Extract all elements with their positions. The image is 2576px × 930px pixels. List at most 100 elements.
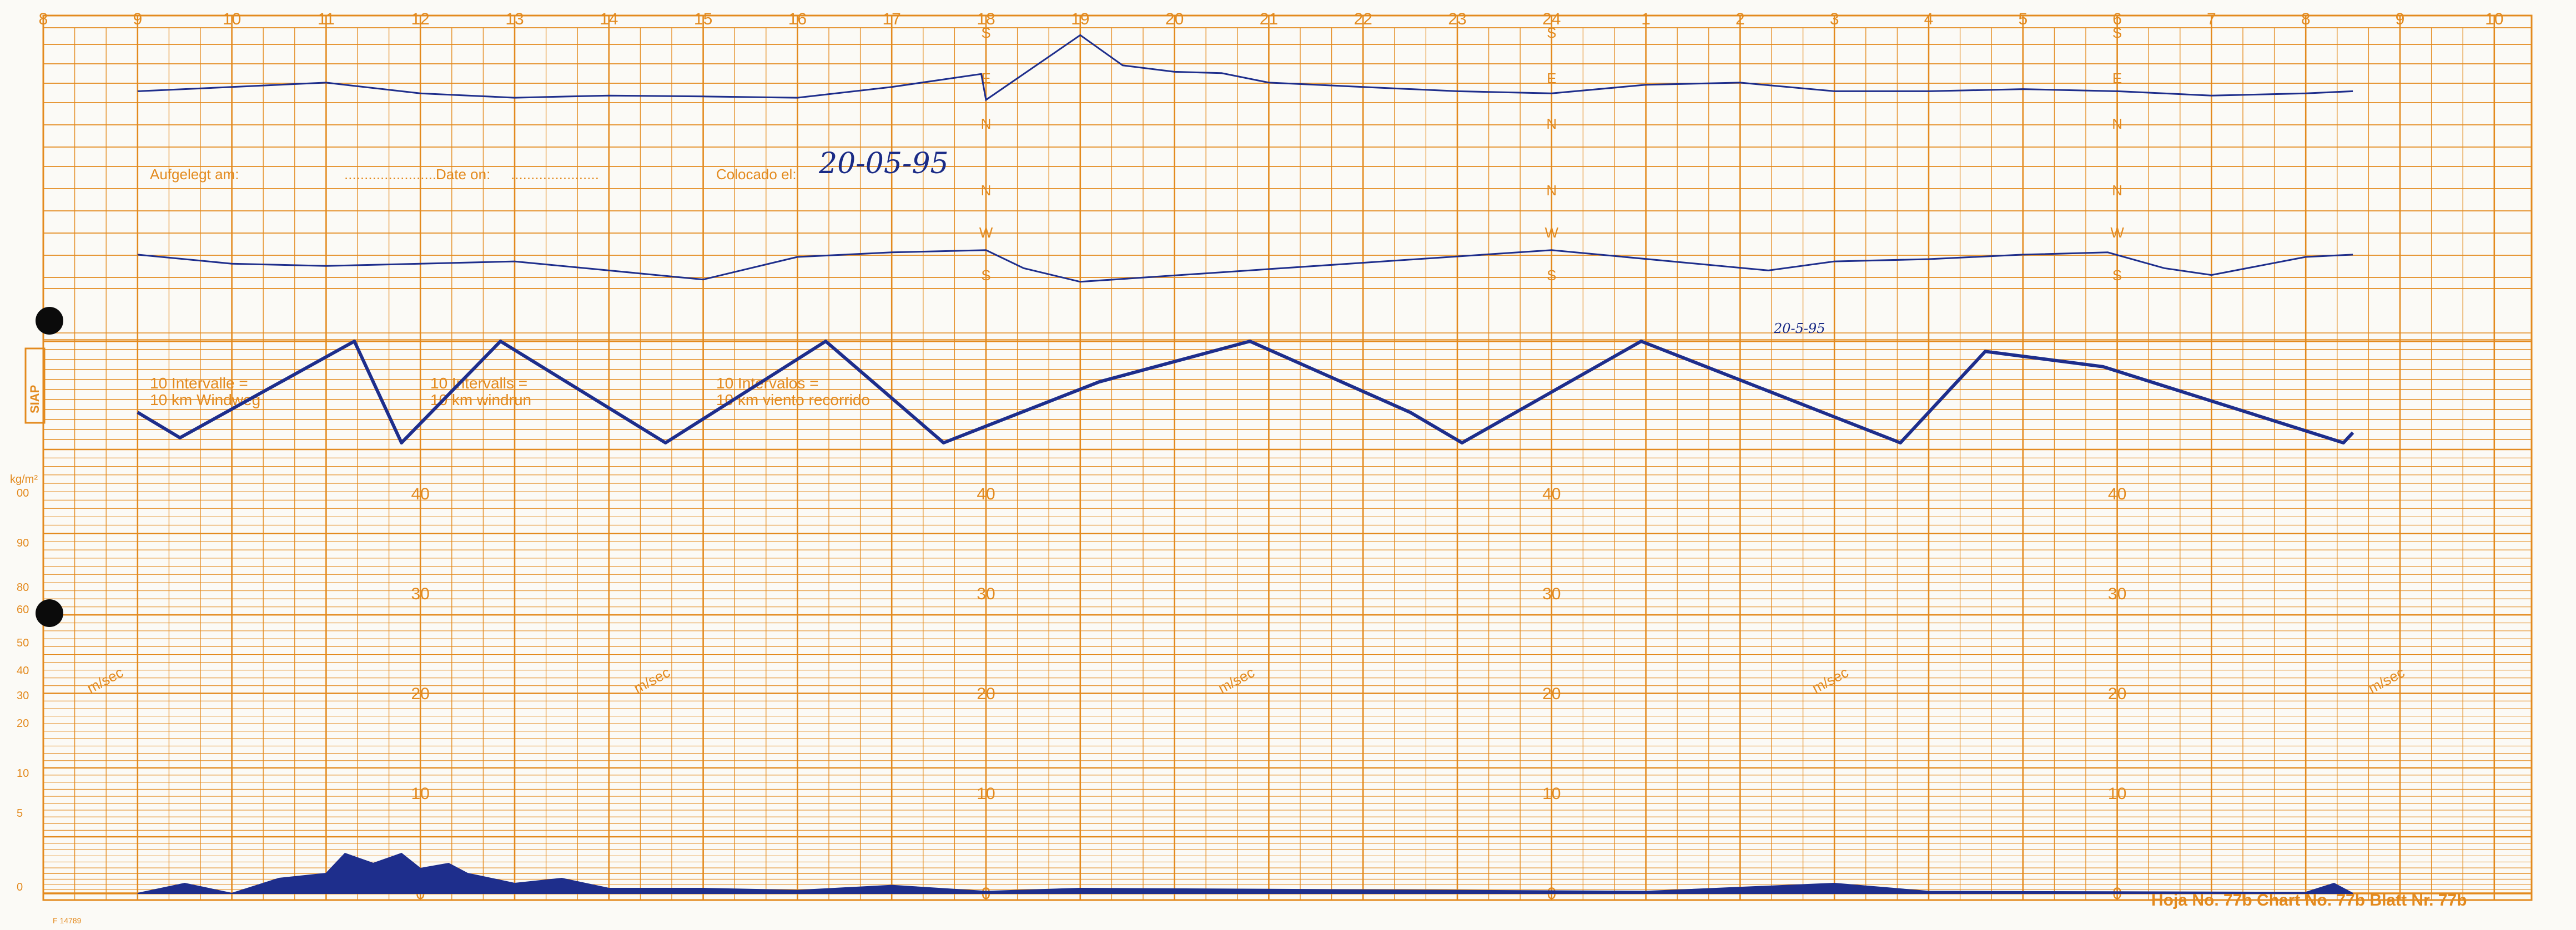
direction-trace-upper — [137, 34, 2353, 102]
hour-tick-label: 4 — [1924, 10, 1934, 28]
hour-tick-label: 5 — [2018, 10, 2027, 28]
hour-tick-label: 9 — [2396, 10, 2405, 28]
windrun-note-en: 10 Intervalls = 10 km windrun — [430, 375, 531, 408]
direction-label-lower: S — [981, 267, 990, 284]
binder-hole-bottom — [36, 599, 63, 627]
speed-axis-label: 20 — [1542, 685, 1561, 703]
hour-tick-label: 15 — [694, 10, 712, 28]
hour-tick-label: 9 — [133, 10, 142, 28]
left-scale-tick: 50 — [17, 637, 29, 649]
hour-tick-label: 13 — [505, 10, 524, 28]
left-scale-tick: 30 — [17, 690, 29, 702]
placed-dots-en: ...................... — [511, 166, 599, 183]
speed-unit-label: m/sec — [631, 664, 672, 696]
handwritten-date: 20-05-95 — [818, 147, 949, 180]
hour-tick-label: 11 — [318, 10, 335, 28]
speed-axis-label: 20 — [411, 685, 430, 703]
speed-axis-label: 30 — [1542, 585, 1561, 603]
direction-label-upper: E — [2112, 70, 2122, 87]
hour-tick-label: 8 — [2301, 10, 2311, 28]
left-scale-tick: 5 — [17, 807, 23, 820]
left-scale-tick: 20 — [17, 717, 29, 730]
hour-tick-label: 22 — [1354, 10, 1372, 28]
left-scale-tick: 00 — [17, 487, 29, 499]
speed-axis-label: 10 — [1542, 785, 1561, 803]
speed-axis-label: 10 — [2108, 785, 2126, 803]
footer-code: F 14789 — [53, 916, 82, 925]
speed-unit-label: m/sec — [1215, 664, 1257, 696]
speed-axis-label: 30 — [977, 585, 995, 603]
speed-axis-label: 40 — [411, 485, 430, 503]
placed-label-de: Aufgelegt am: — [150, 166, 239, 183]
speed-axis-label: 40 — [977, 485, 995, 503]
windrun-note-de-line2: 10 km Windweg — [150, 391, 260, 408]
left-scale-unit: kg/m² — [10, 473, 38, 486]
placed-dots-de: ........................ — [344, 166, 440, 183]
windrun-trace — [137, 340, 2354, 444]
direction-label-lower: N — [981, 182, 992, 199]
direction-label-upper: S — [1547, 24, 1556, 41]
placed-label-es: Colocado el: — [716, 166, 797, 183]
hour-tick-label: 12 — [411, 10, 430, 28]
hour-tick-label: 18 — [977, 10, 995, 28]
speed-axis-label: 40 — [2108, 485, 2126, 503]
hour-tick-label: 20 — [1165, 10, 1184, 28]
direction-label-lower: N — [1546, 182, 1557, 199]
hour-tick-label: 3 — [1830, 10, 1839, 28]
speed-axis-label: 40 — [1542, 485, 1561, 503]
left-scale-tick: 90 — [17, 537, 29, 549]
speed-trace — [137, 852, 2353, 894]
speed-axis-label: 20 — [977, 685, 995, 703]
direction-label-upper: N — [2112, 115, 2122, 132]
left-scale-tick: 80 — [17, 582, 29, 594]
direction-label-lower: S — [2112, 267, 2122, 284]
speed-unit-label: m/sec — [2366, 664, 2407, 696]
hour-tick-label: 6 — [2112, 10, 2122, 28]
speed-unit-label: m/sec — [84, 664, 126, 696]
direction-label-upper: N — [1546, 115, 1557, 132]
hour-tick-label: 24 — [1542, 10, 1561, 28]
direction-label-upper: E — [1547, 70, 1556, 87]
handwritten-date-small: 20-5-95 — [1773, 321, 1825, 336]
left-scale-tick: 0 — [17, 881, 23, 893]
hour-tick-label: 19 — [1071, 10, 1089, 28]
left-scale-tick: 10 — [17, 767, 29, 780]
direction-label-upper: N — [981, 115, 992, 132]
hour-tick-label: 1 — [1641, 10, 1651, 28]
side-logo-text: SIAP — [28, 385, 42, 413]
sheet-number: Hoja No. 77b Chart No. 77b Blatt Nr. 77b — [2151, 891, 2467, 909]
windrun-note-de: 10 Intervalle = 10 km Windweg — [150, 375, 260, 408]
hour-tick-label: 8 — [39, 10, 48, 28]
speed-unit-labels: m/sec m/sec m/sec m/sec m/sec — [84, 664, 2407, 696]
direction-label-lower: S — [1547, 267, 1556, 284]
hour-tick-label: 10 — [223, 10, 241, 28]
binder-hole-top — [36, 307, 63, 335]
hour-tick-label: 10 — [2485, 10, 2503, 28]
direction-label-upper: S — [2112, 24, 2122, 41]
chart-grid — [42, 14, 2533, 901]
direction-label-lower: N — [2112, 182, 2122, 199]
speed-axis-label: 20 — [2108, 685, 2126, 703]
windrun-note-de-line1: 10 Intervalle = — [150, 375, 248, 392]
direction-label-lower: W — [2110, 224, 2124, 241]
hour-tick-label: 21 — [1260, 10, 1278, 28]
hour-tick-label: 17 — [883, 10, 901, 28]
direction-label-lower: W — [979, 224, 993, 241]
windrun-note-es-line2: 10 km viento recorrido — [716, 391, 870, 408]
speed-axis-label: 10 — [977, 785, 995, 803]
direction-trace-lower — [137, 249, 2353, 283]
hour-tick-label: 16 — [788, 10, 807, 28]
direction-label-lower: W — [1545, 224, 1559, 241]
grid-frame — [42, 14, 2533, 901]
direction-label-upper: S — [981, 24, 990, 41]
speed-unit-label: m/sec — [1809, 664, 1851, 696]
windrun-note-en-line1: 10 Intervalls = — [430, 375, 527, 392]
hour-tick-label: 23 — [1448, 10, 1466, 28]
speed-axis-label: 30 — [411, 585, 430, 603]
placed-label-en: Date on: — [436, 166, 490, 183]
speed-axis-label: 30 — [2108, 585, 2126, 603]
hour-tick-label: 2 — [1735, 10, 1745, 28]
